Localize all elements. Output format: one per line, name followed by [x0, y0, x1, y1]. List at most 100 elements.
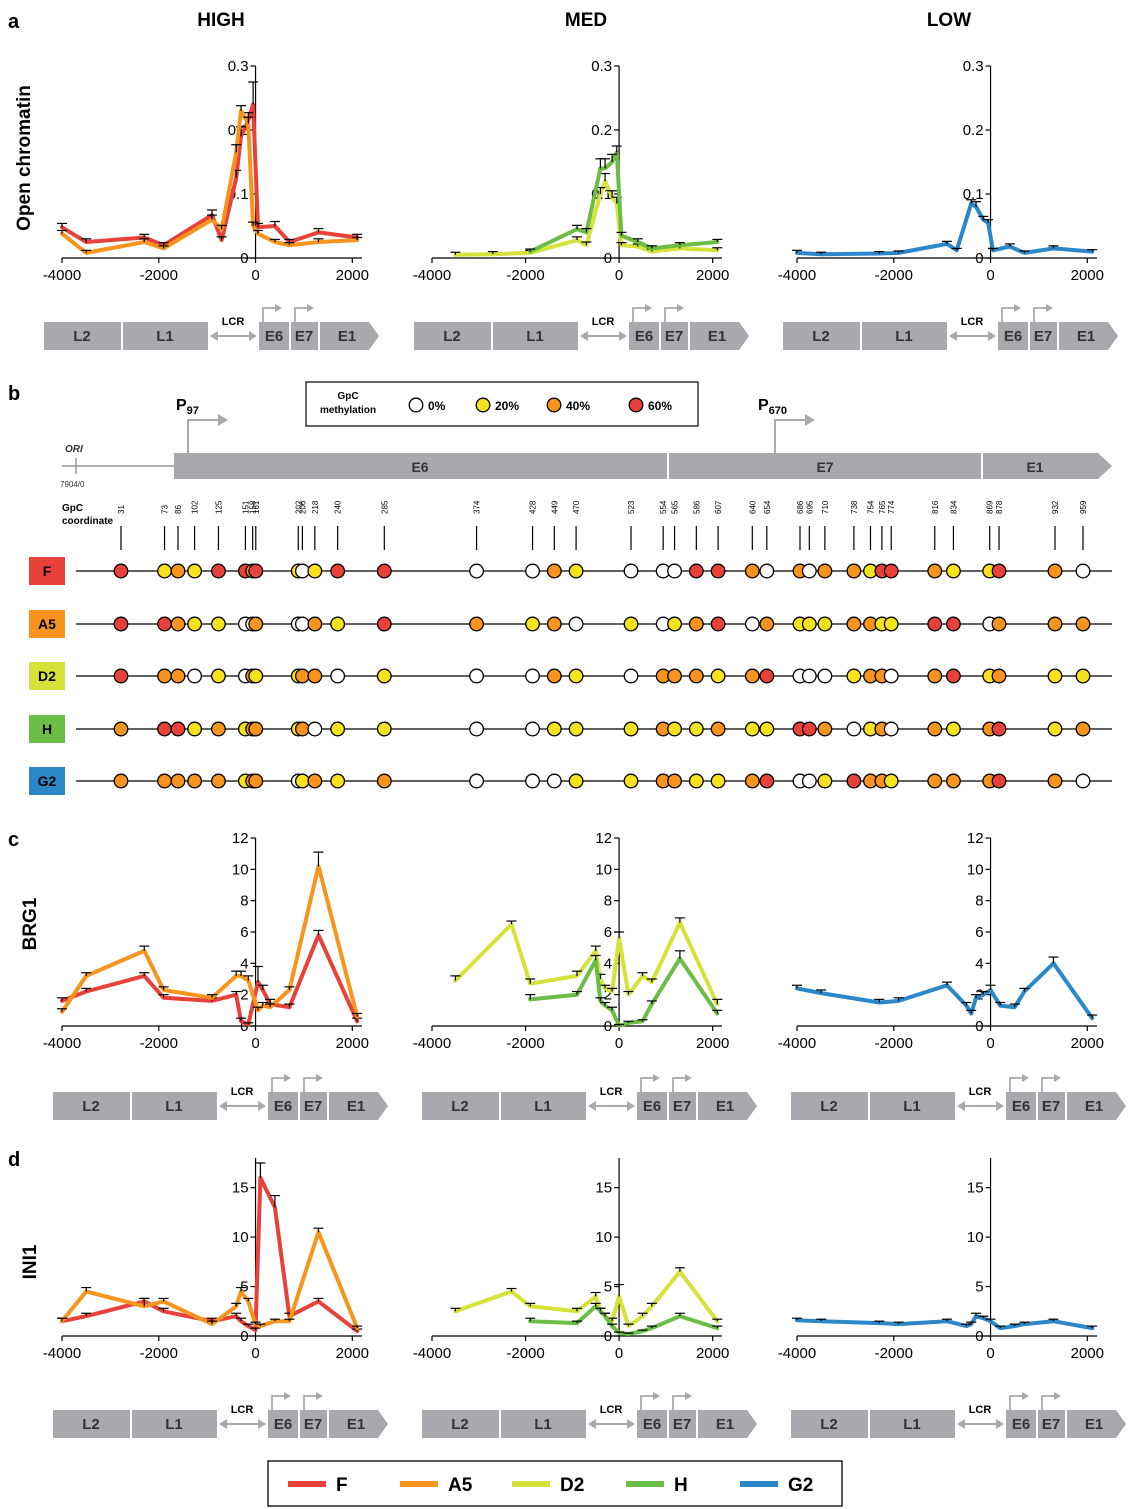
x-tick-label: -4000 [778, 1035, 816, 1052]
lcr-arrowhead-left [588, 1419, 596, 1429]
y-tick-label: 15 [595, 1180, 612, 1197]
chart-d-low: -4000 -2000 0 2000 0 5 10 15 [778, 1158, 1104, 1362]
promoter-p670-arrowhead [805, 414, 815, 426]
gpc-site-circle [170, 563, 186, 579]
lcr-arrowhead-right [619, 331, 627, 341]
x-tick-label: -2000 [506, 267, 544, 284]
gene-label-L2: L2 [812, 328, 830, 345]
y-tick-label: 6 [240, 924, 248, 941]
gene-E1 [698, 1092, 757, 1120]
x-tick-label: 0 [986, 1035, 994, 1052]
chart-c-med: -4000 -2000 0 2000 0 2 4 6 8 10 12 [413, 830, 730, 1052]
legend-entry-D2: D2 [560, 1475, 584, 1496]
gpc-site-circle [667, 773, 683, 789]
x-tick-label: -4000 [413, 267, 451, 284]
y-tick-label: 0.3 [228, 58, 249, 75]
coordinate-label-line1: GpC [62, 503, 83, 514]
x-tick-label: -2000 [140, 1345, 178, 1362]
gene-label-L1: L1 [156, 328, 174, 345]
gene-label-L2: L2 [820, 1416, 838, 1433]
gpc-site-circle [157, 616, 172, 632]
gene-label-L1: L1 [165, 1416, 183, 1433]
lcr-arrowhead-right [996, 1101, 1004, 1111]
series-H [525, 145, 723, 254]
promoter-arrow [640, 1395, 653, 1410]
legend-entry-G2: G2 [788, 1475, 813, 1496]
gpc-site-circle [294, 563, 310, 579]
lcr-arrowhead-right [258, 1419, 266, 1429]
gene-label-E1: E1 [1077, 328, 1095, 345]
series-legend: F A5 D2 H G2 [288, 1475, 813, 1496]
gpc-site-circle [801, 563, 817, 579]
gpc-site-circle [469, 668, 485, 684]
gpc-site-circle [170, 721, 186, 737]
gene-E6 [268, 1092, 298, 1120]
gpc-site-circle [294, 773, 310, 789]
x-tick-label: -4000 [778, 267, 816, 284]
gpc-site-circle [710, 668, 726, 684]
y-tick-label: 0 [604, 1018, 612, 1035]
promoter-arrowhead [1014, 304, 1021, 312]
column-title-low: LOW [927, 10, 971, 31]
legend-entry-H: H [674, 1475, 688, 1496]
gpc-site-circle [157, 668, 172, 684]
gpc-site-circle [623, 773, 639, 789]
gene-label-E7: E7 [1034, 328, 1052, 345]
methylation-row-G2: G2 [29, 767, 1112, 795]
gene-label-E6: E6 [635, 328, 653, 345]
gene-map-7: L2 L1 E6 E7 E1 LCR [53, 1392, 388, 1438]
gene-E6 [629, 322, 659, 350]
gpc-coordinate-label: 554 [659, 500, 668, 514]
promoter-arrowhead [685, 1074, 692, 1082]
legend-circle [408, 397, 424, 413]
gpc-coordinate-label: 686 [796, 500, 805, 514]
lcr-arrowhead-left [957, 1419, 965, 1429]
y-tick-label: 0 [975, 250, 983, 267]
gene-E7 [300, 1092, 327, 1120]
gpc-site-circle [525, 721, 540, 737]
gpc-site-circle [248, 721, 264, 737]
methylation-row-F: F [29, 557, 1112, 585]
gpc-site-circle [187, 563, 203, 579]
gene-label-L2: L2 [73, 328, 91, 345]
gpc-site-circle [113, 721, 129, 737]
promoter-arrowhead [307, 304, 314, 312]
gene-label-E1: E1 [716, 1098, 734, 1115]
gene-bar-e6 [174, 453, 667, 479]
legend-entry-F: F [336, 1475, 348, 1496]
x-tick-label: 2000 [336, 1035, 369, 1052]
promoter-arrowhead [677, 304, 684, 312]
y-tick-label: 4 [240, 955, 248, 972]
lcr-arrowhead-left [580, 331, 588, 341]
promoter-arrow [1041, 1395, 1054, 1410]
methylation-row-H: H [29, 715, 1112, 743]
gpc-site-circle [113, 773, 129, 789]
gene-label-L2: L2 [451, 1416, 469, 1433]
gpc-site-circle [376, 721, 392, 737]
gene-L2 [791, 1092, 868, 1120]
y-tick-label: 0.2 [591, 122, 612, 139]
gpc-site-circle [568, 773, 584, 789]
methylation-row-D2: D2 [29, 662, 1112, 690]
gpc-coordinate-label: 73 [161, 505, 170, 514]
gpc-site-circle [1075, 721, 1091, 737]
gpc-coordinate-label: 607 [714, 500, 723, 514]
series-line-D2 [453, 179, 720, 257]
gpc-site-circle [376, 773, 392, 789]
sample-label: F [43, 563, 52, 579]
gene-label-E1: E1 [347, 1416, 365, 1433]
gene-label-e7: E7 [816, 459, 833, 475]
gpc-site-circle [210, 563, 226, 579]
gpc-site-circle [546, 668, 562, 684]
gene-label-E1: E1 [1085, 1098, 1103, 1115]
lcr-arrowhead-right [258, 1101, 266, 1111]
gpc-site-circle [170, 773, 186, 789]
x-tick-label: 2000 [1071, 1345, 1104, 1362]
x-tick-label: 0 [615, 1035, 623, 1052]
gpc-coordinate-label: 816 [931, 500, 940, 514]
y-tick-label: 10 [967, 861, 984, 878]
gene-map-3: L2 L1 E6 E7 E1 LCR [783, 304, 1118, 350]
gpc-site-circle [1047, 773, 1063, 789]
gpc-coordinate-label: 240 [334, 500, 343, 514]
gene-label-E6: E6 [274, 1098, 292, 1115]
